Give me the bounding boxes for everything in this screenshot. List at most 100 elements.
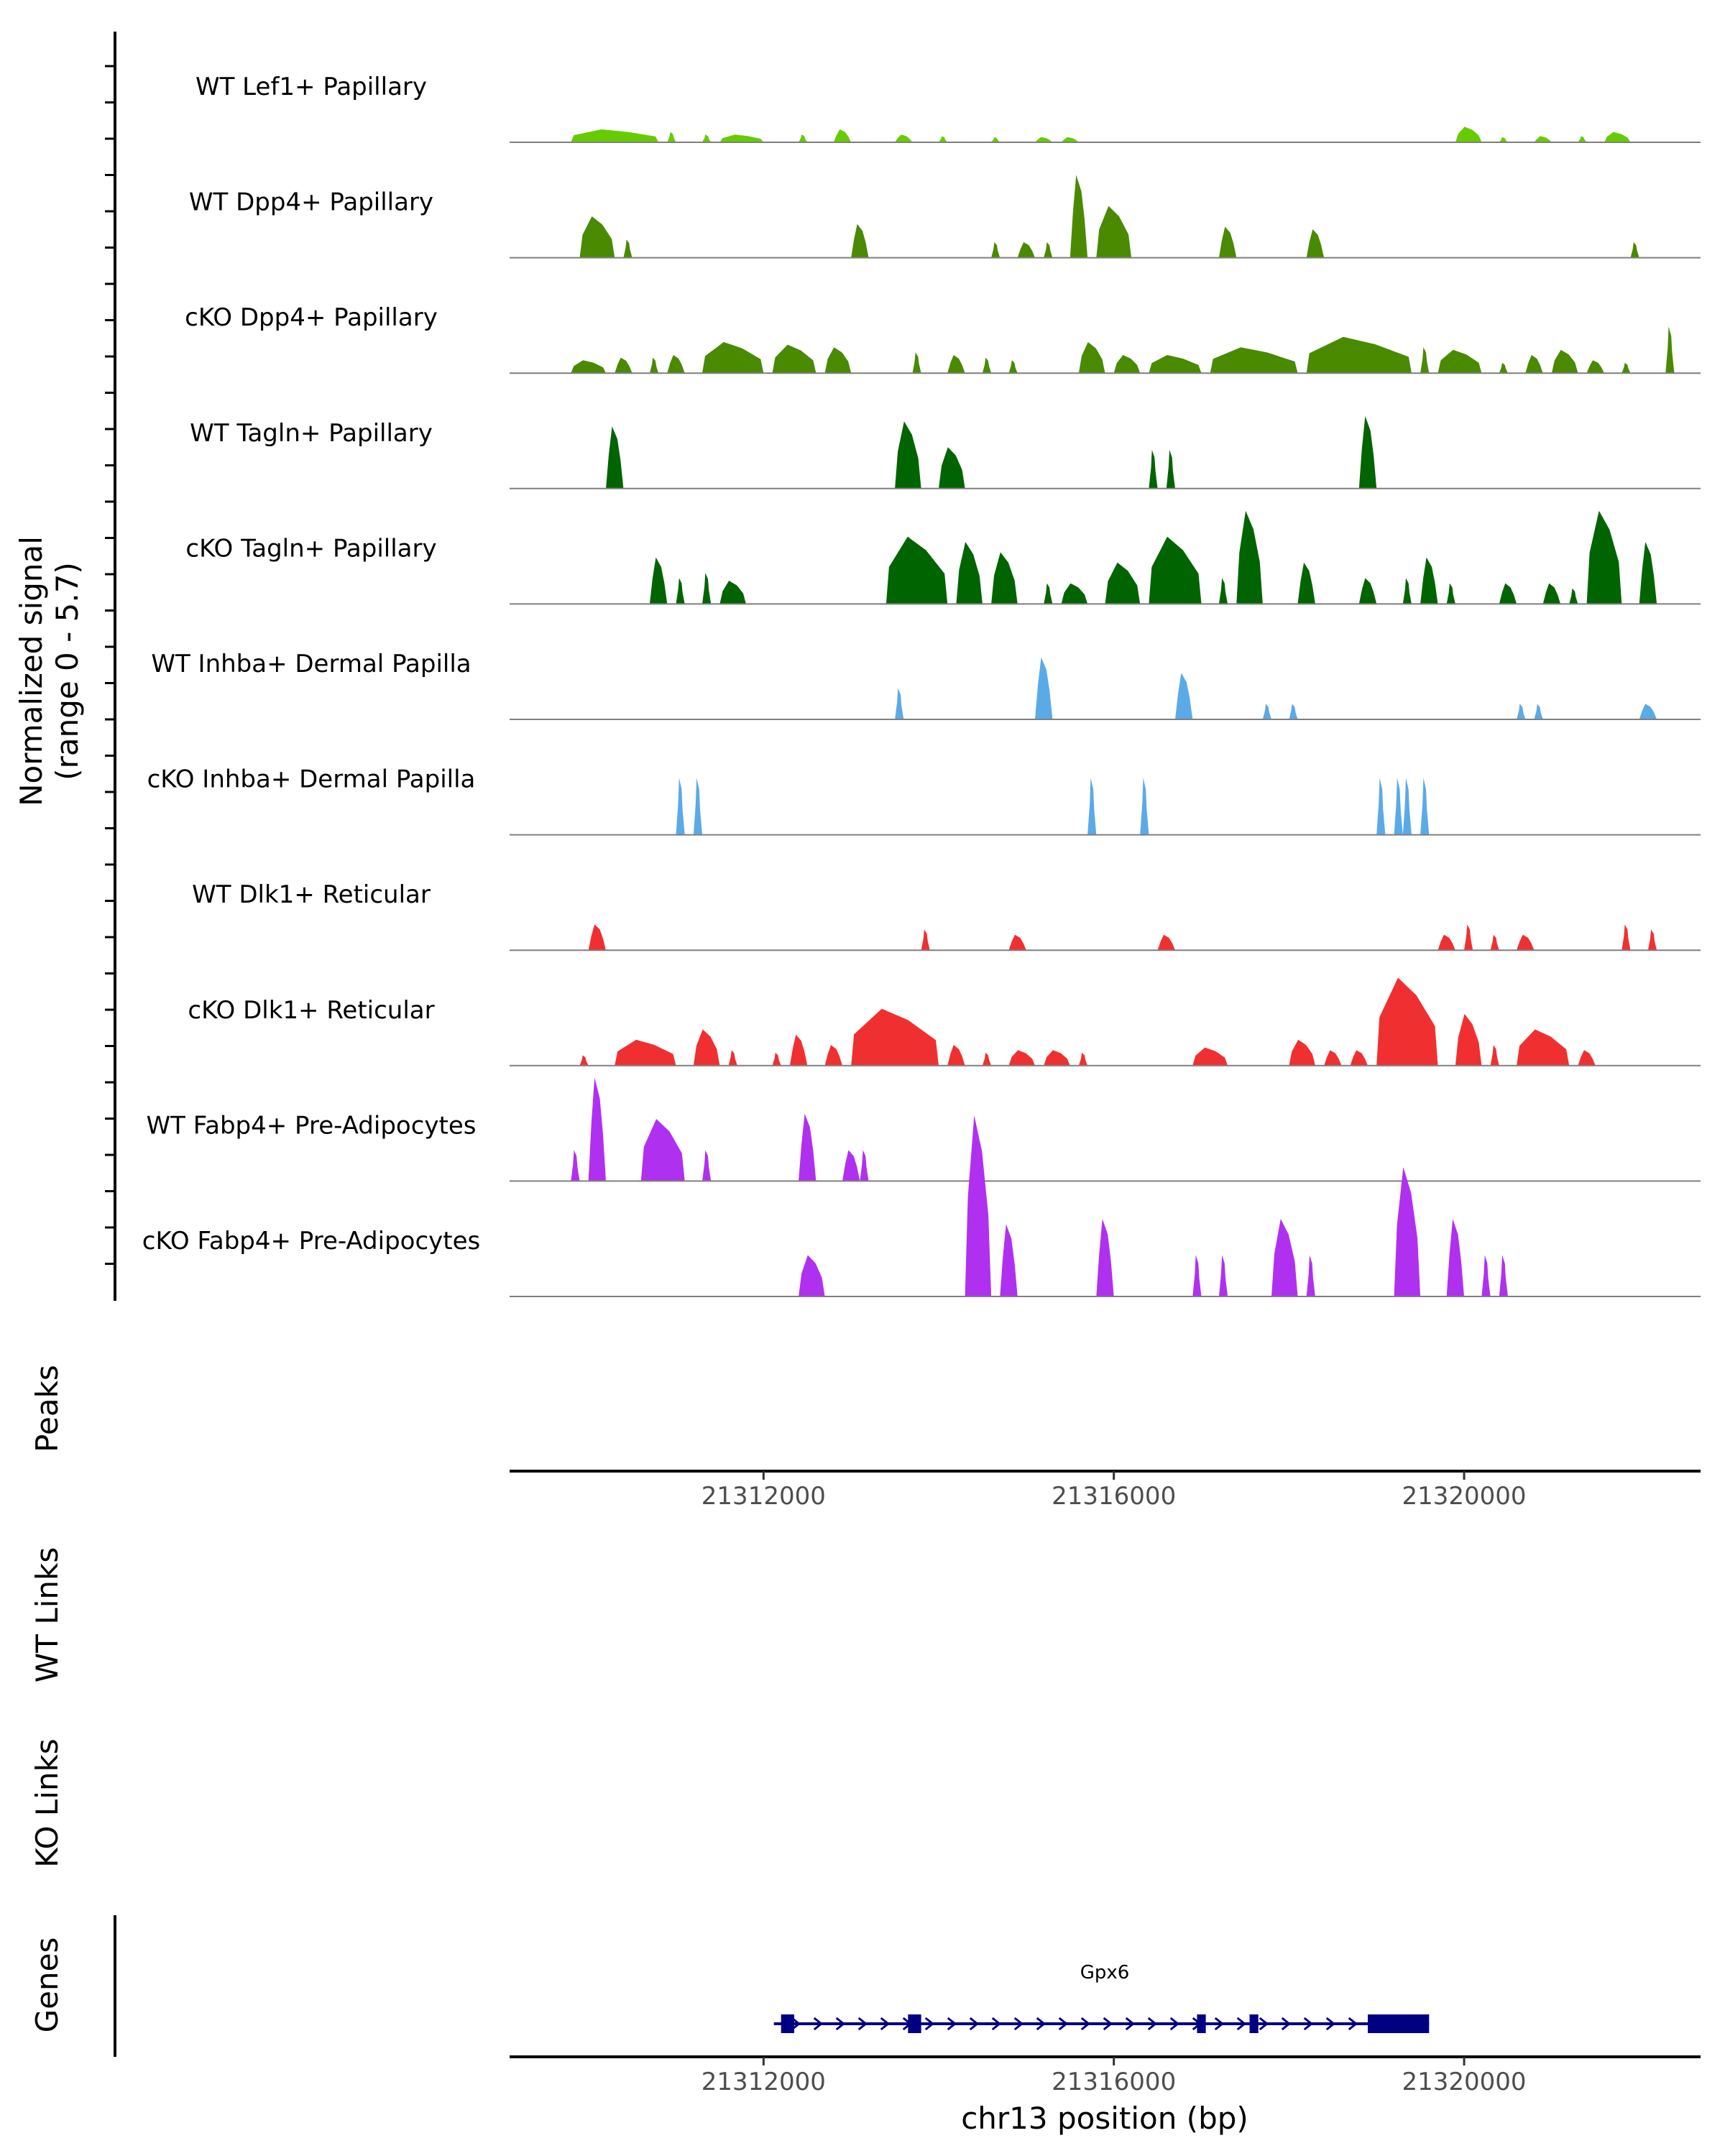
signal-peak (1000, 1224, 1018, 1296)
signal-peak (1008, 934, 1026, 951)
track-0: WT Lef1+ Papillary (196, 73, 1701, 143)
signal-peak (799, 1113, 816, 1181)
signal-peak (702, 573, 712, 604)
signal-peak (895, 688, 904, 719)
signal-peak (1061, 583, 1088, 604)
signal-peak (702, 134, 712, 142)
signal-peak (1499, 1255, 1508, 1296)
signal-peak (833, 129, 852, 142)
signal-peak (1096, 206, 1132, 258)
signal-peak (676, 578, 685, 604)
signal-peak (719, 581, 746, 604)
track-label: cKO Inhba+ Dermal Papilla (147, 765, 476, 794)
peaks-x-axis-ticks: 21312000 21316000 21320000 (702, 1471, 1527, 1511)
signal-peak (939, 136, 948, 142)
signal-peak (1578, 1050, 1596, 1066)
strand-arrow (991, 2017, 1002, 2031)
signal-peak (1035, 137, 1053, 142)
gene-exon (1197, 2014, 1206, 2033)
gene-exon (781, 2014, 794, 2033)
signal-peak (649, 557, 668, 604)
signal-peak (1061, 137, 1079, 142)
track-label: cKO Dpp4+ Papillary (185, 303, 438, 332)
track-label: cKO Tagln+ Papillary (185, 534, 436, 563)
track-7: WT Dlk1+ Reticular (192, 880, 1701, 952)
signal-peak (772, 1052, 781, 1066)
y-axis-title: Normalized signal (range 0 - 5.7) (14, 536, 85, 806)
strand-arrow (1080, 2017, 1091, 2031)
signal-peak (1376, 778, 1386, 835)
signal-peak (824, 1045, 842, 1066)
signal-peak (1455, 126, 1482, 142)
signal-tracks: WT Lef1+ Papillary WT Dpp4+ Papillary cKO … (142, 73, 1701, 1297)
signal-peak (965, 1115, 992, 1296)
signal-peak (1394, 1167, 1421, 1296)
signal-peak (1578, 136, 1587, 142)
track-label: WT Fabp4+ Pre-Adipocytes (147, 1111, 477, 1140)
signal-peak (1394, 778, 1403, 835)
signal-peak (956, 542, 983, 604)
signal-peak (1647, 929, 1657, 951)
signal-peak (895, 134, 913, 142)
track-label: WT Inhba+ Dermal Papilla (151, 650, 471, 678)
gene-exon (908, 2014, 921, 2033)
strand-arrow (924, 2017, 935, 2031)
signal-peak (1008, 1050, 1035, 1066)
signal-peak (1622, 362, 1631, 374)
x-tick-label: 21320000 (1402, 1482, 1527, 1511)
signal-peak (615, 357, 632, 374)
signal-peak (702, 342, 764, 374)
x-tick-label: 21316000 (1052, 1482, 1176, 1511)
signal-peak (1639, 704, 1657, 719)
signal-peak (982, 357, 992, 374)
signal-peak (1586, 510, 1622, 604)
signal-peak (1455, 1013, 1482, 1066)
signal-peak (719, 134, 764, 142)
track-4: cKO Tagln+ Papillary (185, 510, 1701, 605)
signal-peak (1306, 336, 1412, 374)
x-tick-label: 21316000 (1052, 2068, 1176, 2096)
signal-peak (1499, 137, 1508, 142)
signal-peak (1157, 934, 1175, 951)
signal-peak (1438, 349, 1482, 374)
signal-peak (982, 1052, 992, 1066)
signal-peak (1044, 242, 1053, 258)
signal-peak (1517, 934, 1535, 951)
signal-peak (1464, 924, 1473, 951)
signal-peak (1166, 449, 1175, 489)
track-label: WT Lef1+ Papillary (196, 73, 427, 101)
signal-peak (1622, 924, 1631, 951)
signal-peak (1218, 1255, 1228, 1296)
signal-peak (939, 447, 965, 489)
signal-peak (1446, 583, 1455, 604)
signal-peak (606, 426, 624, 489)
signal-peak (1008, 360, 1018, 374)
signal-peak (1420, 557, 1438, 604)
signal-peak (1113, 355, 1141, 374)
x-axis-title: chr13 position (bp) (961, 2101, 1248, 2136)
signal-peak (851, 224, 869, 258)
signal-peak (1271, 1219, 1298, 1296)
signal-peak (1262, 704, 1271, 719)
signal-peak (1218, 226, 1237, 258)
strand-arrow (835, 2017, 846, 2031)
strand-arrow (1013, 2017, 1024, 2031)
signal-peak (991, 552, 1018, 604)
y-axis-title-line1: Normalized signal (14, 536, 49, 806)
signal-peak (912, 352, 921, 374)
signal-peak (851, 1008, 939, 1066)
strand-arrow (791, 2017, 801, 2031)
signal-peak (588, 924, 606, 951)
signal-peak (1358, 416, 1377, 489)
signal-peak (1306, 1255, 1315, 1296)
signal-peak (1044, 583, 1053, 604)
signal-peak (1604, 132, 1631, 142)
signal-peak (728, 1050, 737, 1066)
signal-peak (886, 536, 948, 604)
signal-peak (1192, 1047, 1228, 1066)
signal-peak (1446, 1219, 1464, 1296)
signal-peak (579, 1055, 589, 1066)
signal-peak (1289, 704, 1298, 719)
signal-peak (1218, 578, 1228, 604)
track-label: WT Dpp4+ Papillary (189, 188, 433, 217)
